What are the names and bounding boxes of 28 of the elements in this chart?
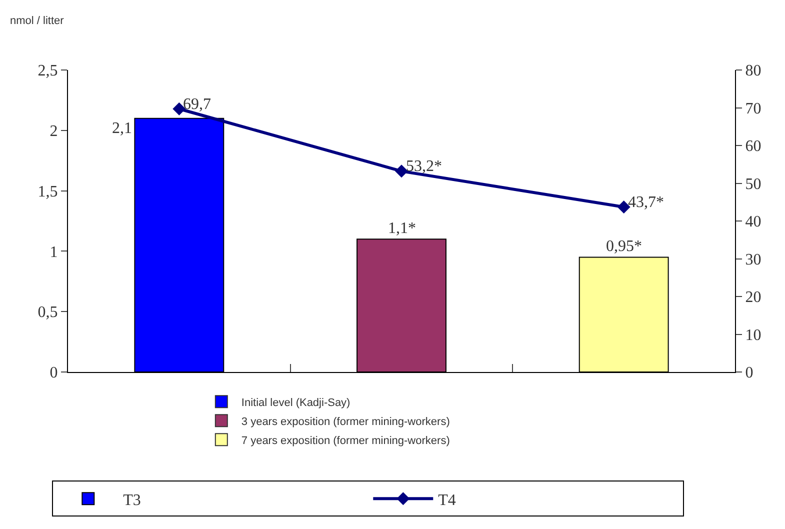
text: 3 years exposition (former mining-workers) <box>241 416 450 428</box>
y2-tick-label: 30 <box>745 251 762 268</box>
y-tick-label: 0 <box>50 364 58 382</box>
y-tick-label: 2 <box>50 123 58 140</box>
y-tick-label: 0,5 <box>38 304 58 322</box>
data-label: 2,1 <box>112 120 132 137</box>
data-label: 1,1* <box>388 220 416 237</box>
y2-tick-label: 10 <box>745 326 762 344</box>
y-tick-label: 1 <box>50 244 58 261</box>
data-label: 43,7* <box>628 194 664 211</box>
y2-tick-label: 60 <box>745 138 762 156</box>
text: 7 years exposition (former mining-workers) <box>241 434 450 447</box>
y2-tick-label: 0 <box>745 364 754 382</box>
y2-tick-label: 20 <box>745 289 762 306</box>
legend-label: T3 <box>123 492 141 509</box>
y2-tick-label: 50 <box>745 176 762 193</box>
data-label: 69,7 <box>183 96 211 113</box>
data-label: 53,2* <box>406 158 442 175</box>
y-tick-label: 1,5 <box>38 183 58 200</box>
y2-tick-label: 80 <box>745 62 762 80</box>
y2-tick-label: 70 <box>745 100 762 118</box>
y-axis-title: nmol / litter <box>10 15 64 27</box>
y-tick-label: 2,5 <box>38 62 58 80</box>
point <box>395 164 408 178</box>
text: Initial level (Kadji-Say) <box>241 396 350 409</box>
y2-tick-label: 40 <box>745 214 762 231</box>
legend-label: T4 <box>438 492 456 509</box>
data-label: 0,95* <box>606 238 642 255</box>
